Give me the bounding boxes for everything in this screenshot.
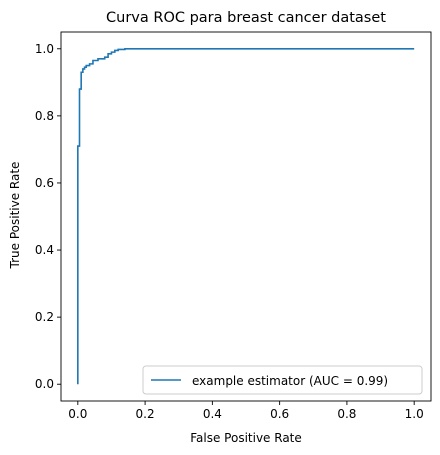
x-axis-title: False Positive Rate bbox=[190, 431, 302, 445]
y-axis-title: True Positive Rate bbox=[8, 162, 22, 270]
y-tick-label: 1.0 bbox=[35, 42, 54, 56]
plot-area: 0.0 0.2 0.4 0.6 0.8 1.0 0.0 0.2 0.4 0.6 0.8 1.0 bbox=[35, 31, 432, 421]
x-tick-label: 0.8 bbox=[337, 407, 356, 421]
roc-curve-line-0 bbox=[77, 47, 415, 385]
legend: example estimator (AUC = 0.99) bbox=[142, 365, 423, 395]
axes-frame bbox=[60, 31, 432, 402]
y-tick-label: 0.0 bbox=[35, 377, 54, 391]
y-tick-label: 0.8 bbox=[35, 109, 54, 123]
chart-title: Curva ROC para breast cancer dataset bbox=[106, 10, 386, 26]
legend-label: example estimator (AUC = 0.99) bbox=[192, 374, 388, 388]
y-tick-label: 0.4 bbox=[35, 243, 54, 257]
x-tick-label: 0.6 bbox=[270, 407, 289, 421]
x-tick-label: 0.2 bbox=[136, 407, 155, 421]
legend-box bbox=[142, 365, 423, 395]
x-tick-label: 0.0 bbox=[68, 407, 87, 421]
y-tick-label: 0.6 bbox=[35, 176, 54, 190]
x-tick-label: 0.4 bbox=[203, 407, 222, 421]
x-tick-label: 1.0 bbox=[405, 407, 424, 421]
y-tick-label: 0.2 bbox=[35, 310, 54, 324]
